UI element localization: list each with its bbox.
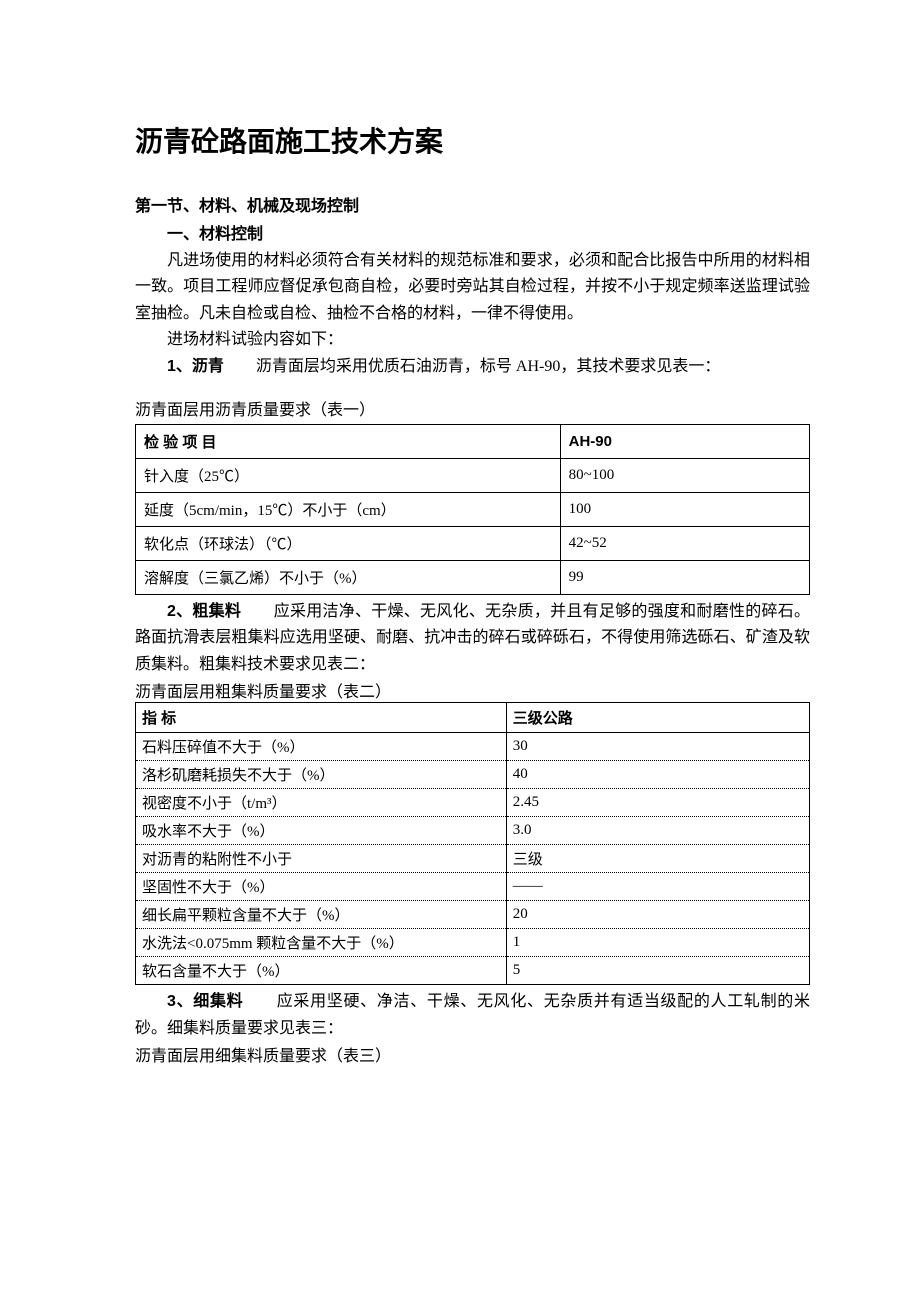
table-cell: ——	[506, 873, 809, 901]
table-cell: 坚固性不大于（%）	[136, 873, 507, 901]
table-row: 软化点（环球法）（℃） 42~52	[136, 526, 810, 560]
table-1: 检 验 项 目 AH-90 针入度（25℃） 80~100 延度（5cm/min…	[135, 424, 810, 595]
table-1-caption: 沥青面层用沥青质量要求（表一）	[135, 396, 810, 420]
table-cell: 30	[506, 733, 809, 761]
table-cell: 视密度不小于（t/m³）	[136, 789, 507, 817]
table-cell: 吸水率不大于（%）	[136, 817, 507, 845]
table-header-cell: 检 验 项 目	[136, 424, 561, 458]
table-row: 石料压碎值不大于（%）30	[136, 733, 810, 761]
table-cell: 40	[506, 761, 809, 789]
table-row: 对沥青的粘附性不小于三级	[136, 845, 810, 873]
table-row: 洛杉矶磨耗损失不大于（%）40	[136, 761, 810, 789]
table-cell: 1	[506, 929, 809, 957]
table-row: 指 标 三级公路	[136, 703, 810, 733]
table-row: 检 验 项 目 AH-90	[136, 424, 810, 458]
table-row: 吸水率不大于（%）3.0	[136, 817, 810, 845]
table-header-cell: 三级公路	[506, 703, 809, 733]
item-2-line: 2、粗集料 应采用洁净、干燥、无风化、无杂质，并且有足够的强度和耐磨性的碎石。路…	[135, 599, 810, 678]
table-cell: 99	[560, 560, 809, 594]
table-cell: 针入度（25℃）	[136, 458, 561, 492]
table-row: 坚固性不大于（%）——	[136, 873, 810, 901]
intro-paragraph-2: 进场材料试验内容如下：	[135, 327, 810, 353]
table-row: 针入度（25℃） 80~100	[136, 458, 810, 492]
table-cell: 溶解度（三氯乙烯）不小于（%）	[136, 560, 561, 594]
main-title: 沥青砼路面施工技术方案	[135, 120, 810, 160]
table-cell: 2.45	[506, 789, 809, 817]
section-heading: 第一节、材料、机械及现场控制	[135, 192, 810, 216]
table-header-cell: AH-90	[560, 424, 809, 458]
table-cell: 延度（5cm/min，15℃）不小于（cm）	[136, 492, 561, 526]
table-cell: 80~100	[560, 458, 809, 492]
table-2: 指 标 三级公路 石料压碎值不大于（%）30 洛杉矶磨耗损失不大于（%）40 视…	[135, 702, 810, 985]
item-2-head: 2、粗集料	[167, 603, 241, 620]
table-cell: 洛杉矶磨耗损失不大于（%）	[136, 761, 507, 789]
table-cell: 三级	[506, 845, 809, 873]
intro-paragraph-1: 凡进场使用的材料必须符合有关材料的规范标准和要求，必须和配合比报告中所用的材料相…	[135, 248, 810, 327]
table-cell: 3.0	[506, 817, 809, 845]
table-row: 溶解度（三氯乙烯）不小于（%） 99	[136, 560, 810, 594]
table-cell: 20	[506, 901, 809, 929]
table-row: 水洗法<0.075mm 颗粒含量不大于（%）1	[136, 929, 810, 957]
table-cell: 对沥青的粘附性不小于	[136, 845, 507, 873]
table-row: 细长扁平颗粒含量不大于（%）20	[136, 901, 810, 929]
table-3-caption: 沥青面层用细集料质量要求（表三）	[135, 1042, 810, 1066]
table-cell: 石料压碎值不大于（%）	[136, 733, 507, 761]
table-cell: 水洗法<0.075mm 颗粒含量不大于（%）	[136, 929, 507, 957]
table-cell: 5	[506, 957, 809, 985]
table-2-caption: 沥青面层用粗集料质量要求（表二）	[135, 678, 810, 702]
table-row: 软石含量不大于（%）5	[136, 957, 810, 985]
document-page: 沥青砼路面施工技术方案 第一节、材料、机械及现场控制 一、材料控制 凡进场使用的…	[0, 0, 920, 1302]
table-cell: 42~52	[560, 526, 809, 560]
table-cell: 软石含量不大于（%）	[136, 957, 507, 985]
subsection-heading: 一、材料控制	[135, 220, 810, 244]
item-1-line: 1、沥青 沥青面层均采用优质石油沥青，标号 AH-90，其技术要求见表一：	[135, 354, 810, 380]
table-cell: 细长扁平颗粒含量不大于（%）	[136, 901, 507, 929]
item-1-body: 沥青面层均采用优质石油沥青，标号 AH-90，其技术要求见表一：	[224, 358, 720, 375]
table-row: 视密度不小于（t/m³）2.45	[136, 789, 810, 817]
item-3-line: 3、细集料 应采用坚硬、净洁、干燥、无风化、无杂质并有适当级配的人工轧制的米砂。…	[135, 989, 810, 1042]
table-row: 延度（5cm/min，15℃）不小于（cm） 100	[136, 492, 810, 526]
item-1-head: 1、沥青	[167, 358, 224, 375]
table-cell: 软化点（环球法）（℃）	[136, 526, 561, 560]
item-3-head: 3、细集料	[167, 993, 243, 1010]
table-cell: 100	[560, 492, 809, 526]
table-header-cell: 指 标	[136, 703, 507, 733]
